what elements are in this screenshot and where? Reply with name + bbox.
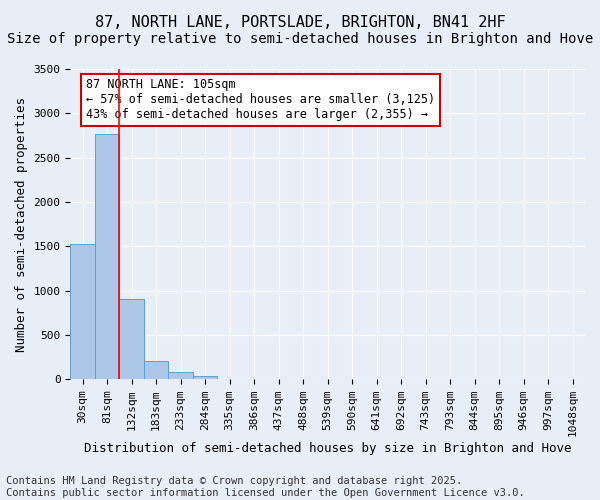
Bar	[119, 298, 144, 380]
Text: Contains HM Land Registry data © Crown copyright and database right 2025.
Contai: Contains HM Land Registry data © Crown c…	[6, 476, 525, 498]
Text: 87, NORTH LANE, PORTSLADE, BRIGHTON, BN41 2HF: 87, NORTH LANE, PORTSLADE, BRIGHTON, BN4…	[95, 15, 505, 30]
Text: 87 NORTH LANE: 105sqm
← 57% of semi-detached houses are smaller (3,125)
43% of s: 87 NORTH LANE: 105sqm ← 57% of semi-deta…	[86, 78, 435, 122]
Text: Size of property relative to semi-detached houses in Brighton and Hove: Size of property relative to semi-detach…	[7, 32, 593, 46]
Bar	[144, 362, 169, 380]
X-axis label: Distribution of semi-detached houses by size in Brighton and Hove: Distribution of semi-detached houses by …	[84, 442, 571, 455]
Bar	[193, 376, 217, 380]
Bar	[70, 244, 95, 380]
Bar	[95, 134, 119, 380]
Y-axis label: Number of semi-detached properties: Number of semi-detached properties	[15, 96, 28, 352]
Bar	[169, 372, 193, 380]
